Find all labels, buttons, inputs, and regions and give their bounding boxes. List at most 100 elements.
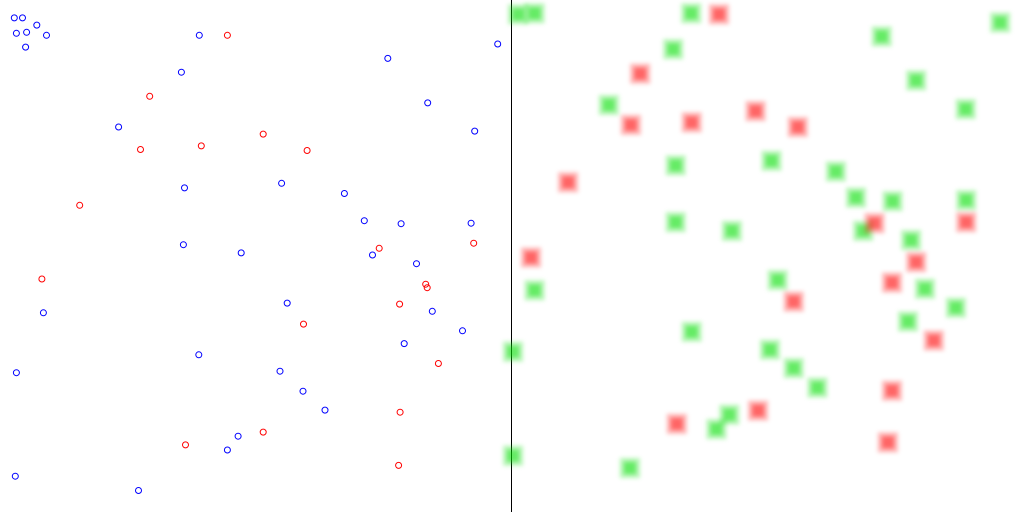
left-scatter-panel (10, 14, 502, 494)
scatter-point-red-11 (423, 284, 431, 292)
heat-cell-green-31 (619, 458, 640, 478)
scatter-point-red-10 (422, 280, 430, 288)
heat-cell-green-13 (882, 191, 903, 212)
scatter-point-blue-3 (12, 29, 20, 37)
scatter-point-red-4 (197, 142, 205, 150)
scatter-point-red-7 (470, 239, 478, 247)
scatter-point-blue-7 (195, 31, 203, 39)
scatter-point-blue-14 (278, 179, 286, 187)
scatter-point-blue-32 (299, 387, 307, 395)
scatter-point-blue-23 (413, 260, 420, 268)
heat-cell-green-2 (681, 3, 702, 24)
heat-cell-green-22 (945, 297, 966, 318)
scatter-point-blue-16 (340, 190, 348, 197)
heat-cell-green-1 (524, 3, 545, 24)
heat-cell-green-19 (767, 270, 788, 291)
scatter-point-blue-20 (179, 241, 187, 249)
scatter-point-blue-21 (237, 249, 245, 257)
scatter-point-red-18 (395, 461, 403, 469)
scatter-point-blue-37 (135, 487, 142, 494)
scatter-point-blue-12 (115, 123, 123, 131)
heat-cell-green-32 (503, 445, 523, 466)
heat-cell-green-6 (906, 70, 927, 91)
scatter-point-red-16 (259, 428, 267, 436)
scatter-point-blue-29 (195, 351, 203, 359)
heat-cell-red-16 (666, 413, 687, 434)
scatter-point-blue-2 (33, 21, 41, 29)
heat-cell-green-23 (898, 311, 918, 332)
scatter-point-blue-1 (19, 14, 26, 22)
heat-cell-red-11 (882, 272, 902, 293)
scatter-point-red-0 (223, 31, 231, 39)
scatter-point-blue-25 (428, 307, 436, 315)
scatter-point-blue-24 (283, 299, 291, 307)
scatter-point-blue-11 (424, 99, 432, 107)
scatter-point-red-13 (300, 320, 307, 328)
heat-cell-red-0 (709, 4, 729, 25)
heat-cell-green-26 (760, 339, 780, 360)
heat-cell-green-14 (956, 190, 977, 211)
heat-cell-red-14 (882, 380, 902, 401)
heat-cell-green-4 (871, 26, 892, 47)
scatter-point-red-9 (38, 275, 46, 283)
scatter-point-blue-17 (360, 217, 368, 225)
heat-cell-green-30 (706, 419, 727, 440)
scatter-point-red-8 (375, 244, 383, 252)
heat-cell-green-24 (681, 321, 702, 342)
scatter-point-blue-6 (22, 43, 30, 51)
heat-cell-red-8 (956, 212, 977, 233)
scatter-point-blue-9 (384, 54, 392, 62)
heat-cell-green-9 (665, 155, 686, 176)
scatter-point-red-15 (396, 408, 404, 416)
scatter-point-blue-30 (12, 369, 20, 377)
heat-cell-green-25 (503, 341, 523, 362)
heat-cell-red-9 (521, 247, 541, 268)
scatter-point-blue-13 (471, 127, 479, 135)
scatter-point-red-12 (396, 300, 404, 308)
heat-cell-red-17 (877, 432, 898, 453)
scatter-point-red-14 (434, 360, 442, 367)
scatter-point-blue-31 (276, 367, 284, 375)
scatter-point-blue-35 (223, 446, 231, 454)
scatter-point-blue-36 (11, 472, 19, 480)
heat-cell-red-2 (745, 101, 766, 122)
heat-cell-green-5 (663, 39, 684, 60)
scatter-point-blue-26 (39, 309, 47, 317)
heat-cell-green-3 (990, 12, 1011, 33)
heat-cell-green-18 (901, 230, 922, 251)
heat-cell-green-8 (955, 99, 976, 120)
scatter-point-red-17 (182, 441, 189, 449)
scatter-point-blue-5 (43, 31, 50, 39)
scatter-point-red-5 (303, 147, 311, 154)
heat-cell-red-5 (787, 117, 808, 137)
heat-cell-green-15 (665, 212, 686, 233)
right-heatmap-panel (503, 3, 1011, 478)
scatter-point-red-6 (76, 201, 84, 209)
scatter-point-blue-33 (321, 406, 329, 414)
scatter-point-red-1 (146, 92, 154, 100)
scatter-point-blue-10 (177, 68, 185, 76)
heat-cell-green-10 (761, 150, 782, 171)
scatter-point-blue-28 (400, 340, 408, 348)
heat-cell-red-3 (620, 114, 641, 135)
heat-cell-green-7 (598, 95, 619, 115)
heat-cell-red-6 (558, 172, 579, 193)
heat-cell-red-10 (906, 252, 927, 273)
heat-cell-green-27 (783, 358, 804, 379)
scatter-point-blue-27 (459, 327, 466, 335)
scatter-point-blue-34 (234, 432, 242, 440)
heat-cell-green-28 (807, 377, 828, 398)
scatter-point-blue-18 (397, 220, 405, 228)
heat-cell-red-4 (681, 112, 702, 133)
scatter-point-blue-19 (467, 219, 475, 227)
heat-cell-red-1 (630, 63, 651, 84)
heat-cell-green-11 (825, 161, 846, 182)
heat-cell-red-15 (748, 400, 769, 421)
scatter-point-red-3 (137, 146, 144, 153)
heat-cell-green-12 (846, 187, 866, 208)
scatter-point-blue-4 (23, 28, 31, 36)
heat-cell-green-0 (508, 4, 529, 25)
